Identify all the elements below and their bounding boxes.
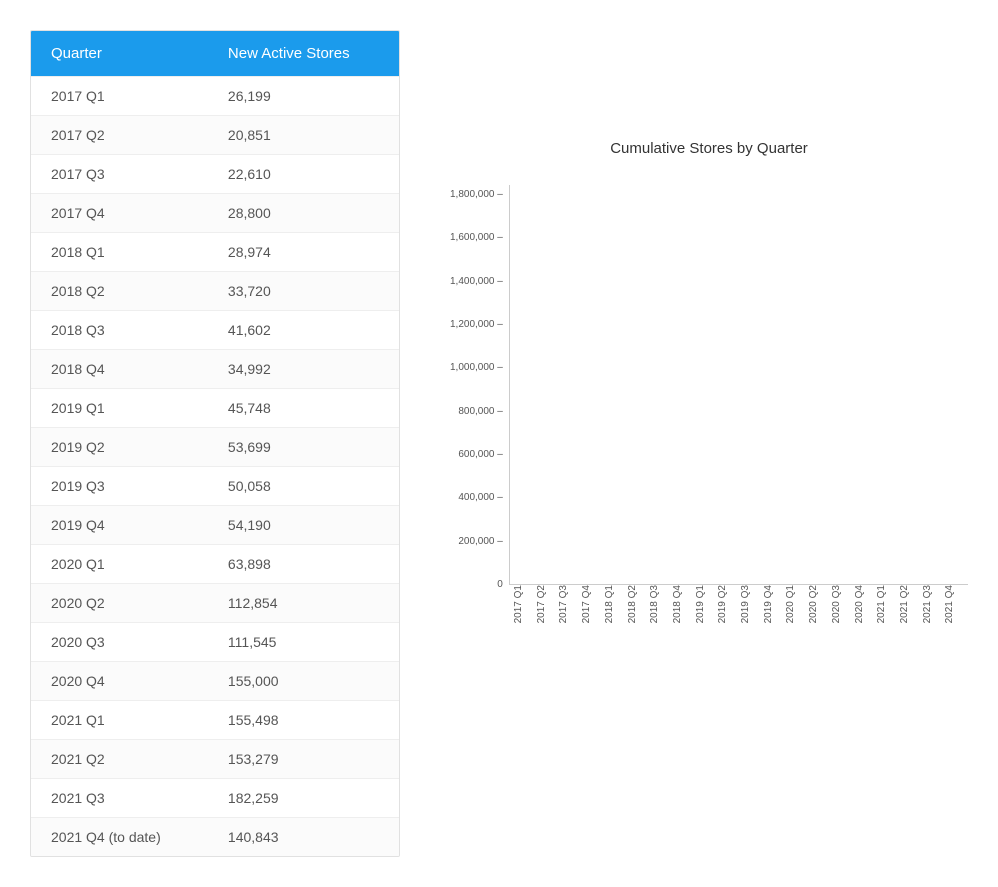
y-tick: 1,600,000 – (450, 233, 503, 243)
col-new-active-stores: New Active Stores (208, 31, 399, 77)
y-tick: 200,000 – (450, 537, 503, 547)
table-cell: 182,259 (208, 779, 399, 818)
table-cell: 2017 Q4 (31, 194, 208, 233)
table-cell: 153,279 (208, 740, 399, 779)
table-row: 2017 Q428,800 (31, 194, 399, 233)
table-cell: 155,000 (208, 662, 399, 701)
table-row: 2018 Q233,720 (31, 272, 399, 311)
y-tick: 1,000,000 – (450, 363, 503, 373)
table-row: 2018 Q128,974 (31, 233, 399, 272)
table-row: 2018 Q434,992 (31, 350, 399, 389)
x-tick: 2019 Q1 (695, 585, 715, 629)
stores-table: Quarter New Active Stores 2017 Q126,1992… (30, 30, 400, 857)
table-cell: 2018 Q3 (31, 311, 208, 350)
x-tick: 2018 Q3 (649, 585, 669, 629)
x-tick: 2017 Q2 (536, 585, 556, 629)
table-row: 2021 Q1155,498 (31, 701, 399, 740)
x-tick: 2017 Q1 (513, 585, 533, 629)
x-tick: 2019 Q4 (763, 585, 783, 629)
table-cell: 2020 Q1 (31, 545, 208, 584)
table-cell: 2018 Q2 (31, 272, 208, 311)
table-row: 2020 Q2112,854 (31, 584, 399, 623)
x-tick: 2020 Q3 (831, 585, 851, 629)
table-row: 2019 Q350,058 (31, 467, 399, 506)
table-row: 2018 Q341,602 (31, 311, 399, 350)
table-row: 2019 Q145,748 (31, 389, 399, 428)
table-cell: 28,974 (208, 233, 399, 272)
table-cell: 2018 Q4 (31, 350, 208, 389)
x-tick: 2019 Q3 (740, 585, 760, 629)
cumulative-chart: Cumulative Stores by Quarter 0 200,000 – 4… (450, 30, 968, 629)
table-cell: 2017 Q1 (31, 77, 208, 116)
table-cell: 2020 Q4 (31, 662, 208, 701)
table-row: 2020 Q163,898 (31, 545, 399, 584)
y-tick: 600,000 – (450, 450, 503, 460)
table-cell: 54,190 (208, 506, 399, 545)
table-cell: 41,602 (208, 311, 399, 350)
table-row: 2021 Q2153,279 (31, 740, 399, 779)
table-cell: 2020 Q2 (31, 584, 208, 623)
x-tick: 2019 Q2 (717, 585, 737, 629)
table-row: 2017 Q322,610 (31, 155, 399, 194)
table-cell: 45,748 (208, 389, 399, 428)
x-axis: 2017 Q12017 Q22017 Q32017 Q42018 Q12018 … (509, 585, 968, 629)
table-cell: 140,843 (208, 818, 399, 857)
table-cell: 2020 Q3 (31, 623, 208, 662)
table-cell: 28,800 (208, 194, 399, 233)
x-tick: 2021 Q4 (944, 585, 964, 629)
chart-title: Cumulative Stores by Quarter (450, 140, 968, 157)
col-quarter: Quarter (31, 31, 208, 77)
x-tick: 2017 Q3 (558, 585, 578, 629)
table-cell: 22,610 (208, 155, 399, 194)
table-cell: 2021 Q3 (31, 779, 208, 818)
y-tick: 1,400,000 – (450, 277, 503, 287)
x-tick: 2021 Q1 (876, 585, 896, 629)
x-tick: 2018 Q2 (627, 585, 647, 629)
x-tick: 2018 Q4 (672, 585, 692, 629)
table-cell: 34,992 (208, 350, 399, 389)
table-row: 2019 Q454,190 (31, 506, 399, 545)
y-tick: 1,800,000 – (450, 190, 503, 200)
table-cell: 2018 Q1 (31, 233, 208, 272)
table-cell: 50,058 (208, 467, 399, 506)
y-tick: 400,000 – (450, 493, 503, 503)
table-cell: 2019 Q4 (31, 506, 208, 545)
x-tick: 2021 Q2 (899, 585, 919, 629)
x-tick: 2020 Q1 (785, 585, 805, 629)
table-cell: 2021 Q4 (to date) (31, 818, 208, 857)
table-cell: 63,898 (208, 545, 399, 584)
table-cell: 155,498 (208, 701, 399, 740)
x-tick: 2020 Q4 (854, 585, 874, 629)
y-axis: 0200,000 –400,000 –600,000 –800,000 –1,0… (450, 185, 509, 585)
y-tick: 1,200,000 – (450, 320, 503, 330)
table-cell: 112,854 (208, 584, 399, 623)
table-cell: 2019 Q1 (31, 389, 208, 428)
table-row: 2021 Q4 (to date)140,843 (31, 818, 399, 857)
x-tick: 2018 Q1 (604, 585, 624, 629)
table-row: 2019 Q253,699 (31, 428, 399, 467)
x-tick: 2020 Q2 (808, 585, 828, 629)
table-row: 2020 Q3111,545 (31, 623, 399, 662)
plot-area (509, 185, 968, 585)
table-cell: 2017 Q2 (31, 116, 208, 155)
table-cell: 26,199 (208, 77, 399, 116)
table-cell: 2017 Q3 (31, 155, 208, 194)
table-cell: 2019 Q2 (31, 428, 208, 467)
table-cell: 20,851 (208, 116, 399, 155)
x-tick: 2017 Q4 (581, 585, 601, 629)
table-row: 2021 Q3182,259 (31, 779, 399, 818)
x-tick: 2021 Q3 (922, 585, 942, 629)
y-tick: 0 (450, 580, 503, 590)
table-cell: 2021 Q1 (31, 701, 208, 740)
table-cell: 2019 Q3 (31, 467, 208, 506)
table-cell: 2021 Q2 (31, 740, 208, 779)
y-tick: 800,000 – (450, 407, 503, 417)
table-cell: 111,545 (208, 623, 399, 662)
table-row: 2017 Q220,851 (31, 116, 399, 155)
table-cell: 33,720 (208, 272, 399, 311)
table-header-row: Quarter New Active Stores (31, 31, 399, 77)
table-row: 2020 Q4155,000 (31, 662, 399, 701)
table-cell: 53,699 (208, 428, 399, 467)
table-row: 2017 Q126,199 (31, 77, 399, 116)
